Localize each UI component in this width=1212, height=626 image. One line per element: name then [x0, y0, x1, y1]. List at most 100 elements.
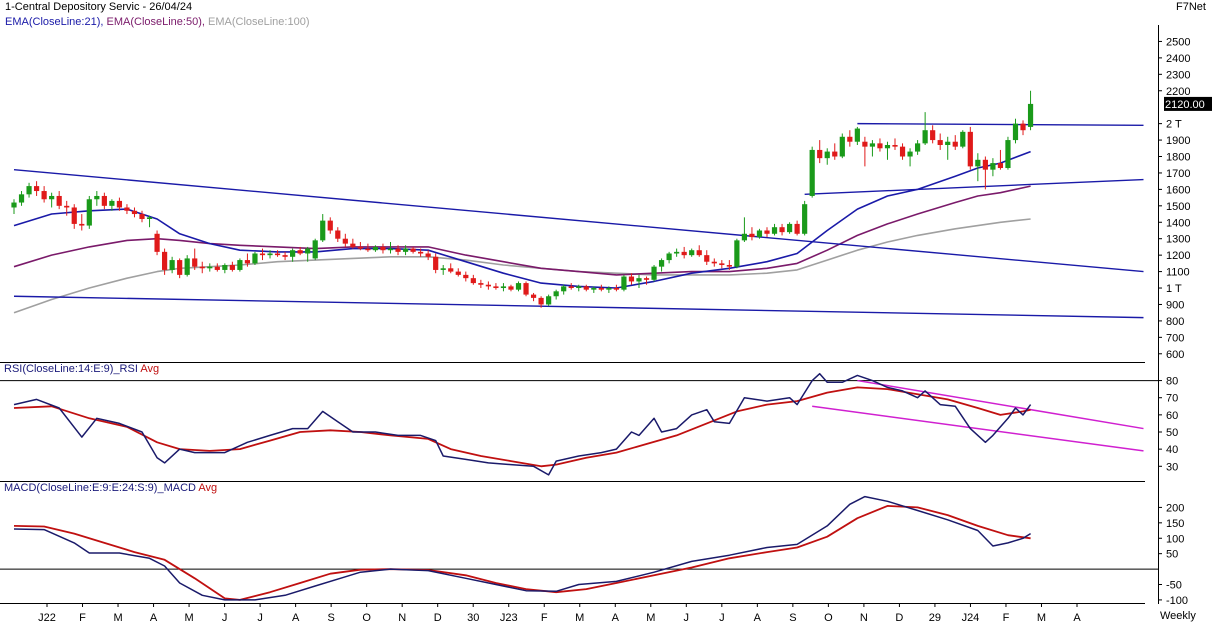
macd-y-tick-label: 50 — [1166, 549, 1178, 561]
candle — [515, 281, 522, 292]
candle-body — [937, 140, 943, 146]
candle — [839, 133, 845, 159]
candle-body — [877, 143, 883, 149]
candle-body — [199, 266, 205, 269]
candle-body — [86, 199, 92, 226]
candle — [395, 245, 401, 256]
candle-body — [124, 207, 130, 211]
candle-body — [997, 163, 1004, 169]
candle — [847, 130, 853, 147]
candle — [982, 156, 988, 190]
candle-body — [33, 186, 40, 192]
candle-body — [546, 296, 552, 305]
x-tick-label: S — [327, 612, 334, 624]
candle-body — [222, 265, 228, 270]
rsi-panel: 80 70 60 50 40 30 — [0, 372, 1178, 476]
macd-y-tick-label: 100 — [1166, 533, 1184, 545]
candle — [282, 251, 288, 261]
candle-body — [372, 246, 379, 251]
candle-body — [440, 268, 446, 270]
candle — [64, 200, 70, 216]
candle-body — [297, 250, 303, 254]
candle — [817, 140, 823, 164]
candle-body — [162, 251, 168, 270]
rsi-avg-label: Avg — [140, 363, 160, 375]
candle — [237, 258, 243, 272]
macd-line — [13, 495, 1031, 601]
candle-body — [606, 288, 612, 290]
candle — [146, 215, 153, 228]
macd-y-tick-label: 150 — [1166, 518, 1184, 530]
candle — [952, 135, 958, 150]
candle — [109, 199, 115, 211]
y-tick-label: 800 — [1166, 316, 1184, 328]
candle-body — [116, 200, 123, 208]
x-tick-label: D — [434, 612, 442, 624]
candle-body — [177, 260, 183, 275]
candle — [357, 241, 363, 251]
candle-body — [101, 195, 107, 206]
candle-body — [169, 260, 175, 270]
candle-body — [274, 253, 281, 256]
candle — [154, 230, 160, 256]
candle — [365, 243, 371, 252]
candle — [1005, 136, 1011, 170]
macd-avg-line — [13, 504, 1031, 601]
candle-body — [674, 251, 680, 254]
x-tick-label: A — [612, 612, 620, 624]
candle — [862, 136, 868, 167]
candle-body — [681, 251, 687, 256]
candle — [372, 245, 379, 252]
candle-body — [530, 294, 537, 298]
candle — [892, 138, 898, 150]
candle — [320, 214, 326, 242]
candle — [508, 284, 514, 292]
last-price-label: 2120.00 — [1165, 99, 1205, 111]
candle-body — [327, 220, 333, 231]
x-tick-label: 30 — [467, 612, 479, 624]
y-tick-label: 2400 — [1166, 53, 1190, 65]
candle — [643, 276, 650, 285]
candle-body — [568, 286, 574, 289]
candle-body — [899, 146, 906, 157]
y-tick-label: 700 — [1166, 332, 1184, 344]
candle-body — [794, 223, 800, 234]
rsi-line — [13, 372, 1032, 476]
candle — [576, 284, 582, 292]
candle-body — [109, 200, 115, 206]
candle — [591, 286, 597, 293]
candle — [94, 191, 100, 206]
candle — [696, 245, 702, 257]
candle — [290, 248, 296, 262]
candle — [312, 238, 318, 261]
candle — [538, 296, 544, 308]
candle-body — [967, 131, 973, 167]
candle — [387, 241, 394, 254]
candle-body — [666, 253, 672, 261]
y-tick-label: 1800 — [1166, 152, 1190, 164]
macd-avg-label: Avg — [198, 482, 218, 494]
macd-panel: 200 150 100 50 -50 -100 — [0, 495, 1188, 607]
x-tick-label: M — [184, 612, 193, 624]
candle-body — [884, 145, 891, 149]
candle-body — [696, 250, 702, 256]
candle — [628, 273, 635, 285]
candle-body — [651, 266, 657, 280]
x-tick-label: J23 — [500, 612, 518, 624]
candle — [402, 245, 409, 256]
candle-body — [847, 136, 853, 142]
candle-body — [719, 263, 725, 266]
candle — [493, 283, 499, 290]
candle — [207, 263, 213, 272]
candle-body — [131, 210, 138, 215]
rsi-avg-line — [13, 386, 1031, 468]
candle — [990, 158, 996, 177]
candle-body — [658, 260, 665, 267]
candle-body — [862, 141, 868, 147]
candle-body — [410, 248, 416, 252]
candle-body — [282, 255, 288, 257]
candle-body — [267, 253, 273, 256]
candle — [33, 181, 40, 196]
x-tick-label: M — [113, 612, 122, 624]
